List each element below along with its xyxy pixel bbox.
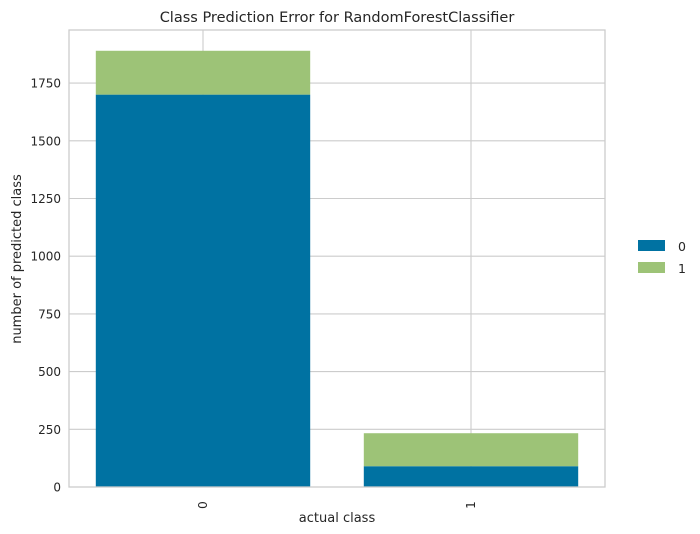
- y-tick-label: 750: [38, 307, 61, 321]
- bar-actual-1-predicted-1: [363, 433, 579, 467]
- plot-frame: [68, 29, 606, 488]
- y-tick-label: 1750: [30, 77, 61, 91]
- y-axis-label: number of predicted class: [10, 174, 25, 344]
- y-tick-label: 1500: [30, 134, 61, 148]
- y-tick-label: 500: [38, 365, 61, 379]
- chart-title: Class Prediction Error for RandomForestC…: [160, 10, 515, 26]
- bar-actual-0-predicted-1: [95, 50, 311, 95]
- y-tick-label: 1250: [30, 192, 61, 206]
- legend: 01: [638, 239, 686, 276]
- legend-label-1: 1: [678, 261, 686, 276]
- x-tick-label: 0: [196, 501, 210, 509]
- bar-actual-0-predicted-0: [95, 94, 311, 488]
- legend-swatch-0: [638, 240, 665, 251]
- legend-label-0: 0: [678, 239, 686, 254]
- x-tick-label: 1: [464, 501, 478, 509]
- y-tick-label: 250: [38, 423, 61, 437]
- y-tick-labels: 0 250 500 750 1000 1250 1500 1750: [30, 77, 61, 495]
- legend-swatch-1: [638, 262, 665, 273]
- bars: [95, 50, 579, 488]
- y-tick-label: 1000: [30, 250, 61, 264]
- bar-actual-1-predicted-0: [363, 466, 579, 487]
- x-axis-label: actual class: [299, 511, 376, 526]
- y-tick-label: 0: [53, 481, 61, 495]
